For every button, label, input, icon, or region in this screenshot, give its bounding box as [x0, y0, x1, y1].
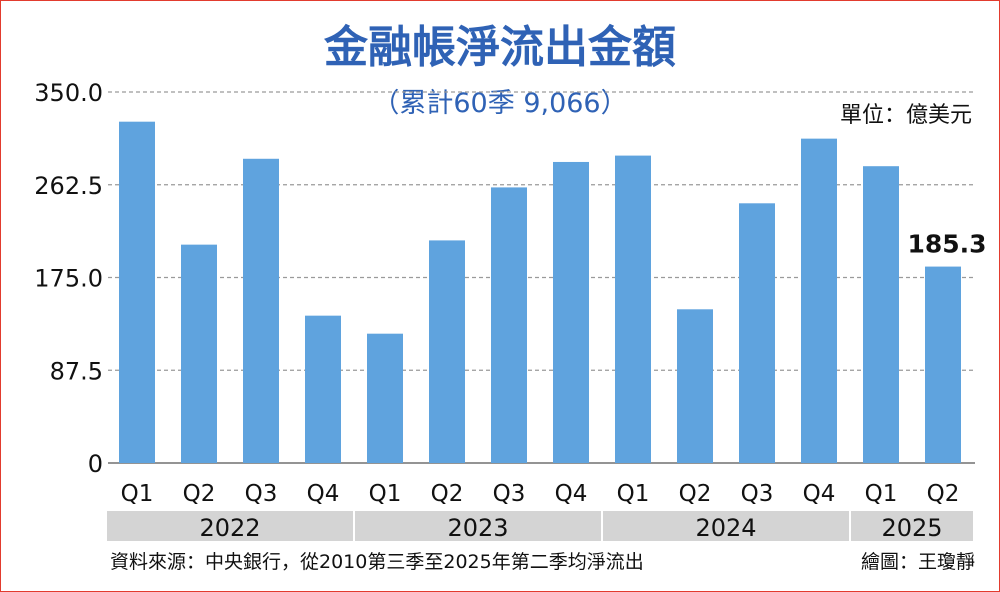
y-tick-label: 87.5: [50, 357, 103, 385]
year-label: 2022: [199, 514, 260, 542]
x-tick-label: Q1: [617, 481, 650, 507]
x-tick-label: Q4: [555, 481, 588, 507]
bar: [243, 158, 279, 463]
year-band: [851, 511, 973, 541]
bar: [925, 266, 961, 463]
unit-label: 單位：億美元: [840, 103, 972, 128]
bar: [491, 187, 527, 463]
x-tick-label: Q1: [865, 481, 898, 507]
bar: [615, 155, 651, 463]
y-tick-label: 175.0: [34, 265, 103, 293]
chart-subtitle: （累計60季 9,066）: [372, 88, 627, 119]
x-tick-label: Q2: [679, 481, 712, 507]
bar: [367, 333, 403, 463]
bar: [119, 121, 155, 464]
year-bands: 2022 2023 2024 2025: [107, 511, 973, 542]
data-label: 185.3: [907, 230, 986, 259]
x-tick-label: Q2: [431, 481, 464, 507]
year-label: 2024: [695, 514, 756, 542]
y-tick-label: 262.5: [34, 172, 103, 200]
x-tick-label: Q3: [245, 481, 278, 507]
bar: [677, 309, 713, 463]
source-note: 資料來源：中央銀行，從2010第三季至2025年第二季均淨流出: [110, 551, 644, 573]
year-label: 2023: [447, 514, 508, 542]
x-tick-label: Q4: [803, 481, 836, 507]
author-credit: 繪圖：王瓊靜: [861, 551, 975, 573]
year-band: [355, 511, 601, 541]
bar: [801, 138, 837, 463]
year-band: [107, 511, 353, 541]
x-tick-label: Q2: [183, 481, 216, 507]
y-tick-label: 0: [88, 450, 103, 478]
grid-lines: [108, 91, 975, 464]
bar: [863, 166, 899, 463]
data-labels: 185.3: [907, 230, 986, 259]
x-axis-categories: Q1 Q2 Q3 Q4 Q1 Q2 Q3 Q4 Q1 Q2 Q3 Q4 Q1 Q2: [121, 481, 960, 507]
bar: [739, 203, 775, 464]
year-label: 2025: [881, 514, 942, 542]
bar: [553, 161, 589, 463]
bar: [305, 315, 341, 463]
x-tick-label: Q1: [369, 481, 402, 507]
x-tick-label: Q3: [493, 481, 526, 507]
x-tick-label: Q2: [927, 481, 960, 507]
x-tick-label: Q3: [741, 481, 774, 507]
y-tick-label: 350.0: [34, 79, 103, 107]
bar: [181, 244, 217, 463]
chart-title: 金融帳淨流出金額: [323, 22, 676, 73]
y-axis-ticks: 0 87.5 175.0 262.5 350.0: [34, 79, 103, 478]
x-tick-label: Q4: [307, 481, 340, 507]
x-tick-label: Q1: [121, 481, 154, 507]
year-band: [603, 511, 849, 541]
bar: [429, 240, 465, 463]
bars: [119, 121, 961, 464]
